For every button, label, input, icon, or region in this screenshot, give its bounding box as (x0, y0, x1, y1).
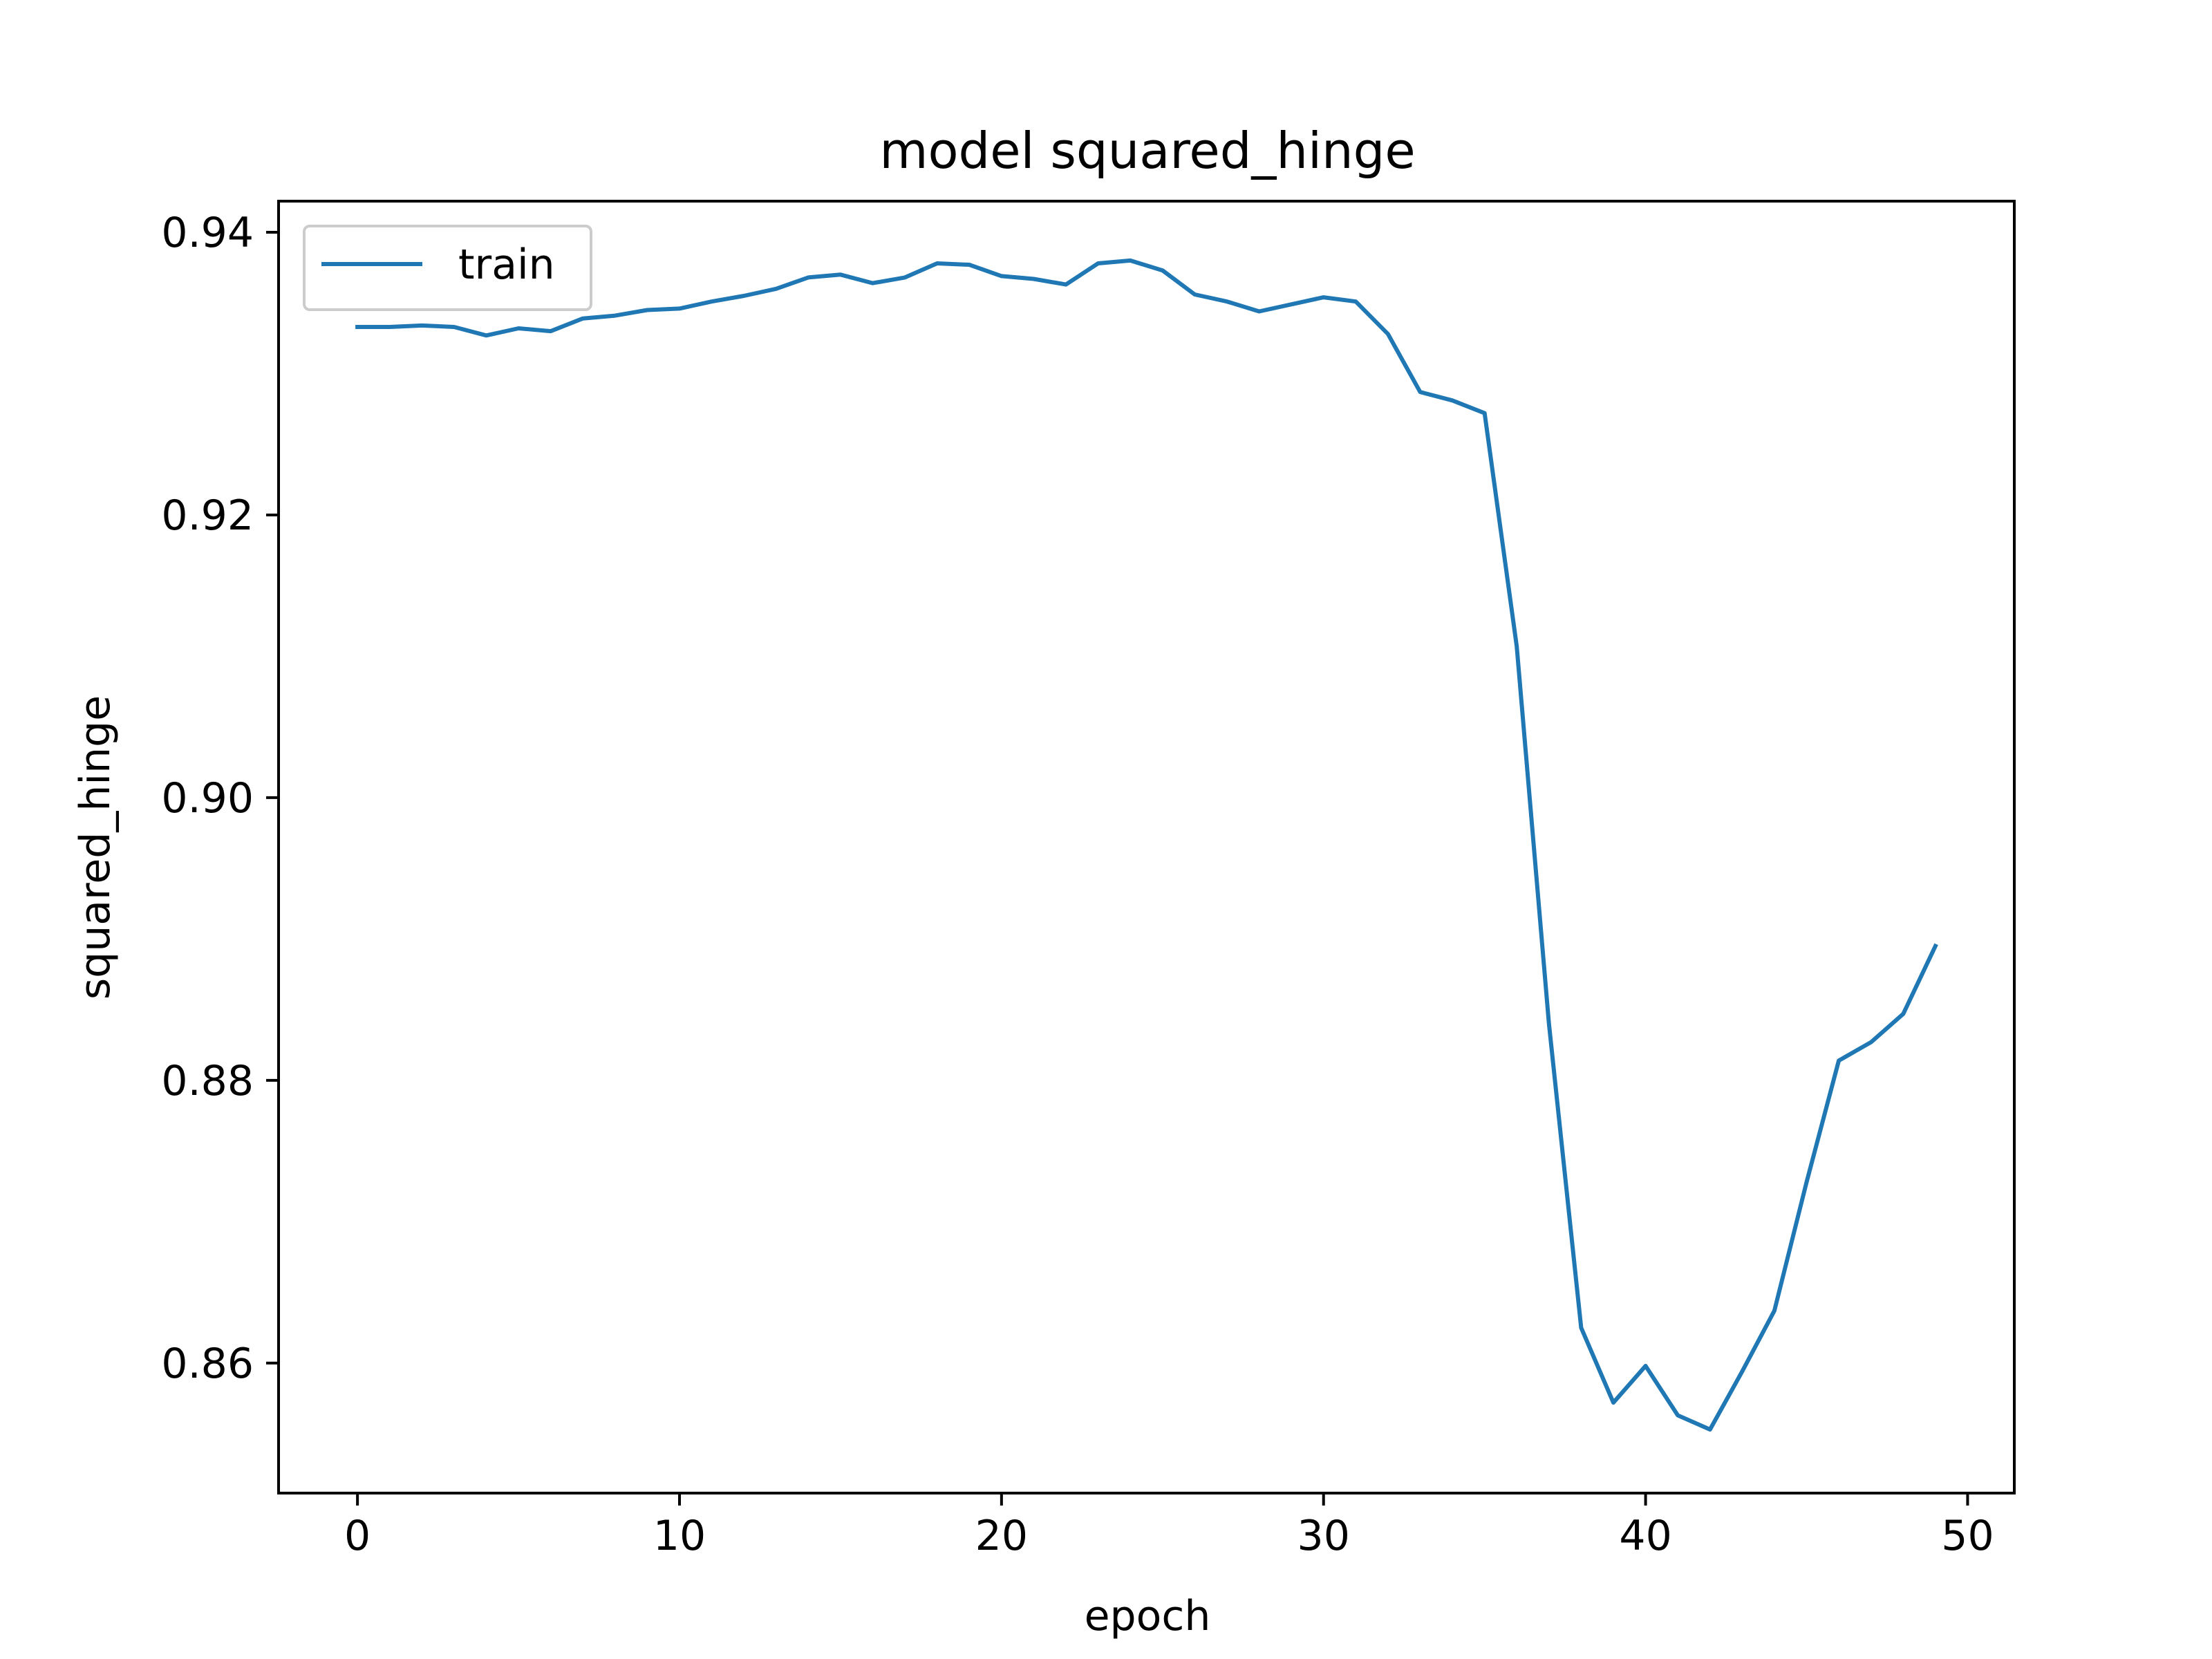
plot-area (355, 258, 1938, 1432)
y-tick-label: 0.90 (161, 774, 254, 823)
legend-box (303, 225, 592, 311)
legend-label-train: train (458, 241, 555, 289)
chart-title: model squared_hinge (879, 122, 1415, 180)
series-line-train (355, 258, 1938, 1432)
x-tick-label: 0 (344, 1512, 371, 1560)
y-tick-label: 0.86 (161, 1340, 254, 1388)
x-axis-ticks: 0 10 20 30 40 50 (344, 1493, 1994, 1560)
y-tick-label: 0.94 (161, 209, 254, 257)
plot-frame (277, 200, 2016, 1494)
x-tick-label: 20 (975, 1512, 1028, 1560)
x-axis-label: epoch (1085, 1592, 1211, 1640)
legend: train (303, 225, 592, 311)
y-tick-label: 0.88 (161, 1057, 254, 1105)
y-tick-label: 0.92 (161, 491, 254, 540)
x-tick-label: 40 (1619, 1512, 1671, 1560)
y-axis-ticks: 0.86 0.88 0.90 0.92 0.94 (161, 209, 279, 1388)
y-axis-label: squared_hinge (71, 695, 120, 1000)
x-tick-label: 30 (1297, 1512, 1350, 1560)
x-tick-label: 50 (1941, 1512, 1994, 1560)
x-tick-label: 10 (653, 1512, 706, 1560)
